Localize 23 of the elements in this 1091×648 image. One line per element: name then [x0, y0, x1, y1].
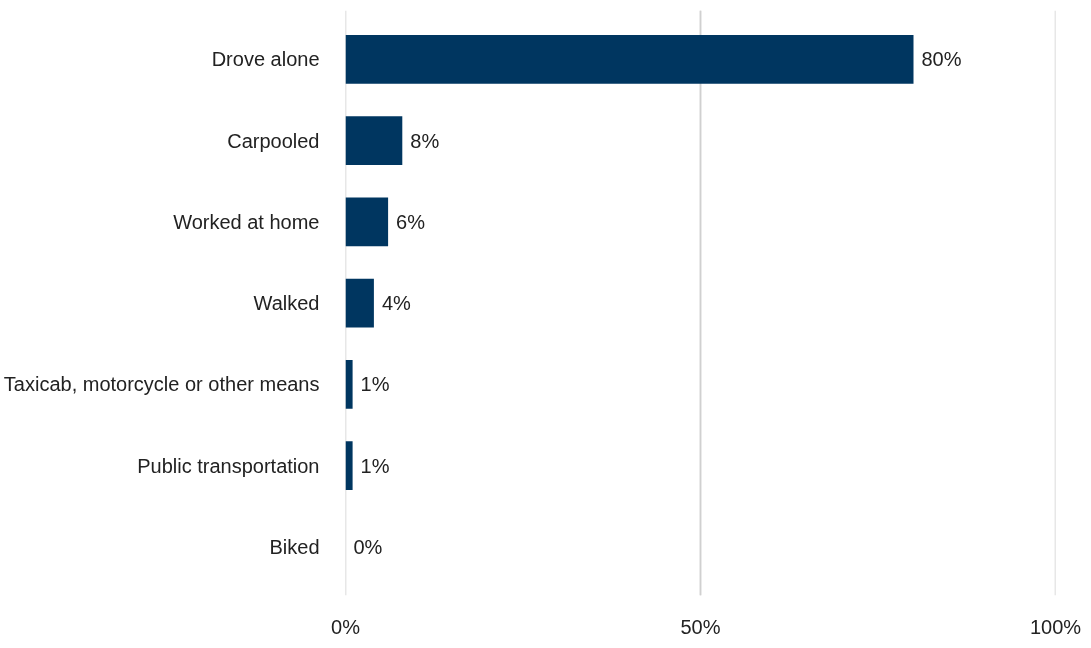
y-tick-label: Walked	[253, 292, 320, 314]
x-tick-label: 50%	[680, 615, 721, 638]
data-label: 0%	[353, 535, 383, 558]
x-tick-label: 100%	[1029, 615, 1082, 638]
y-tick-label: Worked at home	[173, 210, 320, 233]
data-label: 80%	[921, 48, 962, 71]
x-tick-label: 0%	[331, 615, 361, 638]
data-label: 1%	[360, 454, 390, 477]
bar	[345, 197, 389, 247]
bar	[345, 359, 353, 409]
data-label: 8%	[410, 129, 440, 152]
bar	[345, 34, 914, 84]
y-tick-label: Carpooled	[227, 129, 320, 152]
y-tick-label: Biked	[269, 535, 320, 558]
bar	[345, 441, 353, 490]
bar	[345, 116, 403, 165]
data-label: 1%	[360, 373, 390, 396]
y-tick-label: Taxicab, motorcycle or other means	[3, 373, 320, 396]
bar	[345, 278, 374, 328]
data-label: 6%	[396, 210, 426, 233]
y-tick-label: Public transportation	[137, 454, 320, 477]
y-tick-label: Drove alone	[211, 48, 320, 71]
data-label: 4%	[381, 292, 412, 314]
